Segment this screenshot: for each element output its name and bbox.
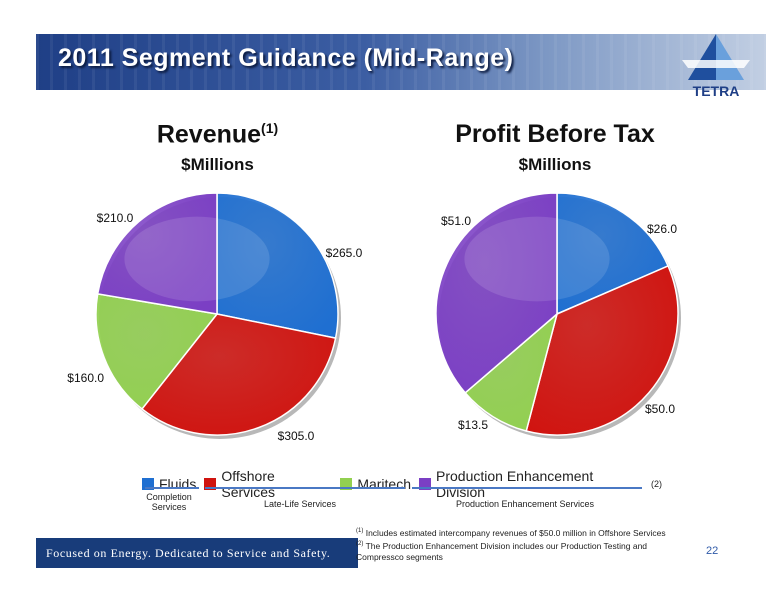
profit-value-label: $50.0 bbox=[645, 402, 675, 416]
footnote-1-mark: (1) bbox=[356, 528, 364, 534]
revenue-slice-maritech bbox=[95, 293, 219, 411]
profit-heading: Profit Before Tax $Millions bbox=[440, 120, 670, 175]
profit-slice-offshore-services bbox=[525, 264, 679, 436]
footnotes: (1) Includes estimated intercompany reve… bbox=[356, 526, 686, 563]
revenue-value-label: $210.0 bbox=[97, 211, 134, 225]
revenue-pie-gloss bbox=[124, 216, 270, 302]
profit-slice-fluids bbox=[556, 192, 670, 316]
page-number: 22 bbox=[706, 545, 719, 557]
revenue-slice-fluids bbox=[216, 192, 339, 339]
profit-value-label: $26.0 bbox=[647, 222, 677, 236]
legend-label: Offshore Services bbox=[221, 468, 276, 500]
legend-label: Fluids bbox=[159, 476, 197, 492]
title-banner bbox=[36, 34, 766, 90]
legend-item-4: Production Enhancement Division (2) bbox=[419, 468, 662, 500]
production-underline bbox=[412, 487, 642, 489]
late-life-underline bbox=[205, 487, 405, 489]
slide-title: 2011 Segment Guidance (Mid-Range) bbox=[58, 44, 514, 72]
completion-underline bbox=[145, 487, 199, 489]
legend-label: Production Enhancement Division bbox=[436, 468, 594, 500]
legend-item-3: Maritech bbox=[340, 468, 411, 500]
legend: Fluids Offshore Services Maritech Productio… bbox=[142, 468, 662, 500]
revenue-title-sup: (1) bbox=[261, 120, 279, 136]
profit-pie-gloss bbox=[464, 216, 610, 302]
revenue-value-label: $160.0 bbox=[67, 371, 104, 385]
profit-value-label: $51.0 bbox=[441, 214, 471, 228]
profit-title: Profit Before Tax bbox=[455, 120, 655, 148]
profit-subtitle: $Millions bbox=[518, 155, 592, 174]
group-production: Production Enhancement Services bbox=[455, 499, 595, 509]
tetra-logo: TETRA bbox=[682, 34, 750, 99]
profit-slice-production-enhancement-division bbox=[435, 192, 558, 394]
legend-label-sup: (2) bbox=[651, 479, 663, 489]
revenue-heading: Revenue(1) $Millions bbox=[110, 120, 325, 175]
footnote-1-text: Includes estimated intercompany revenues… bbox=[365, 527, 666, 538]
legend-label: Maritech bbox=[357, 476, 411, 492]
revenue-slice-production-enhancement-division bbox=[96, 192, 218, 315]
group-late-life: Late-Life Services bbox=[263, 499, 337, 509]
profit-value-label: $13.5 bbox=[458, 418, 488, 432]
footnote-2-text: The Production Enhancement Division incl… bbox=[356, 540, 648, 562]
footnote-2: (2) The Production Enhancement Division … bbox=[356, 539, 686, 563]
footnote-1: (1) Includes estimated intercompany reve… bbox=[356, 526, 686, 539]
footnote-2-mark: (2) bbox=[356, 540, 364, 547]
revenue-title-text: Revenue bbox=[156, 120, 262, 149]
revenue-title: Revenue(1) bbox=[110, 120, 325, 149]
tagline: Focused on Energy. Dedicated to Service … bbox=[46, 546, 331, 560]
revenue-subtitle: $Millions bbox=[181, 155, 254, 175]
logo-text: TETRA bbox=[693, 83, 740, 99]
revenue-value-label: $265.0 bbox=[326, 246, 363, 260]
revenue-slice-offshore-services bbox=[140, 313, 337, 436]
group-completion: Completion Services bbox=[146, 492, 192, 512]
banner-pattern bbox=[36, 34, 766, 90]
legend-item-2: Offshore Services bbox=[204, 468, 332, 500]
revenue-value-label: $305.0 bbox=[278, 429, 315, 443]
footer-bar bbox=[36, 538, 358, 568]
